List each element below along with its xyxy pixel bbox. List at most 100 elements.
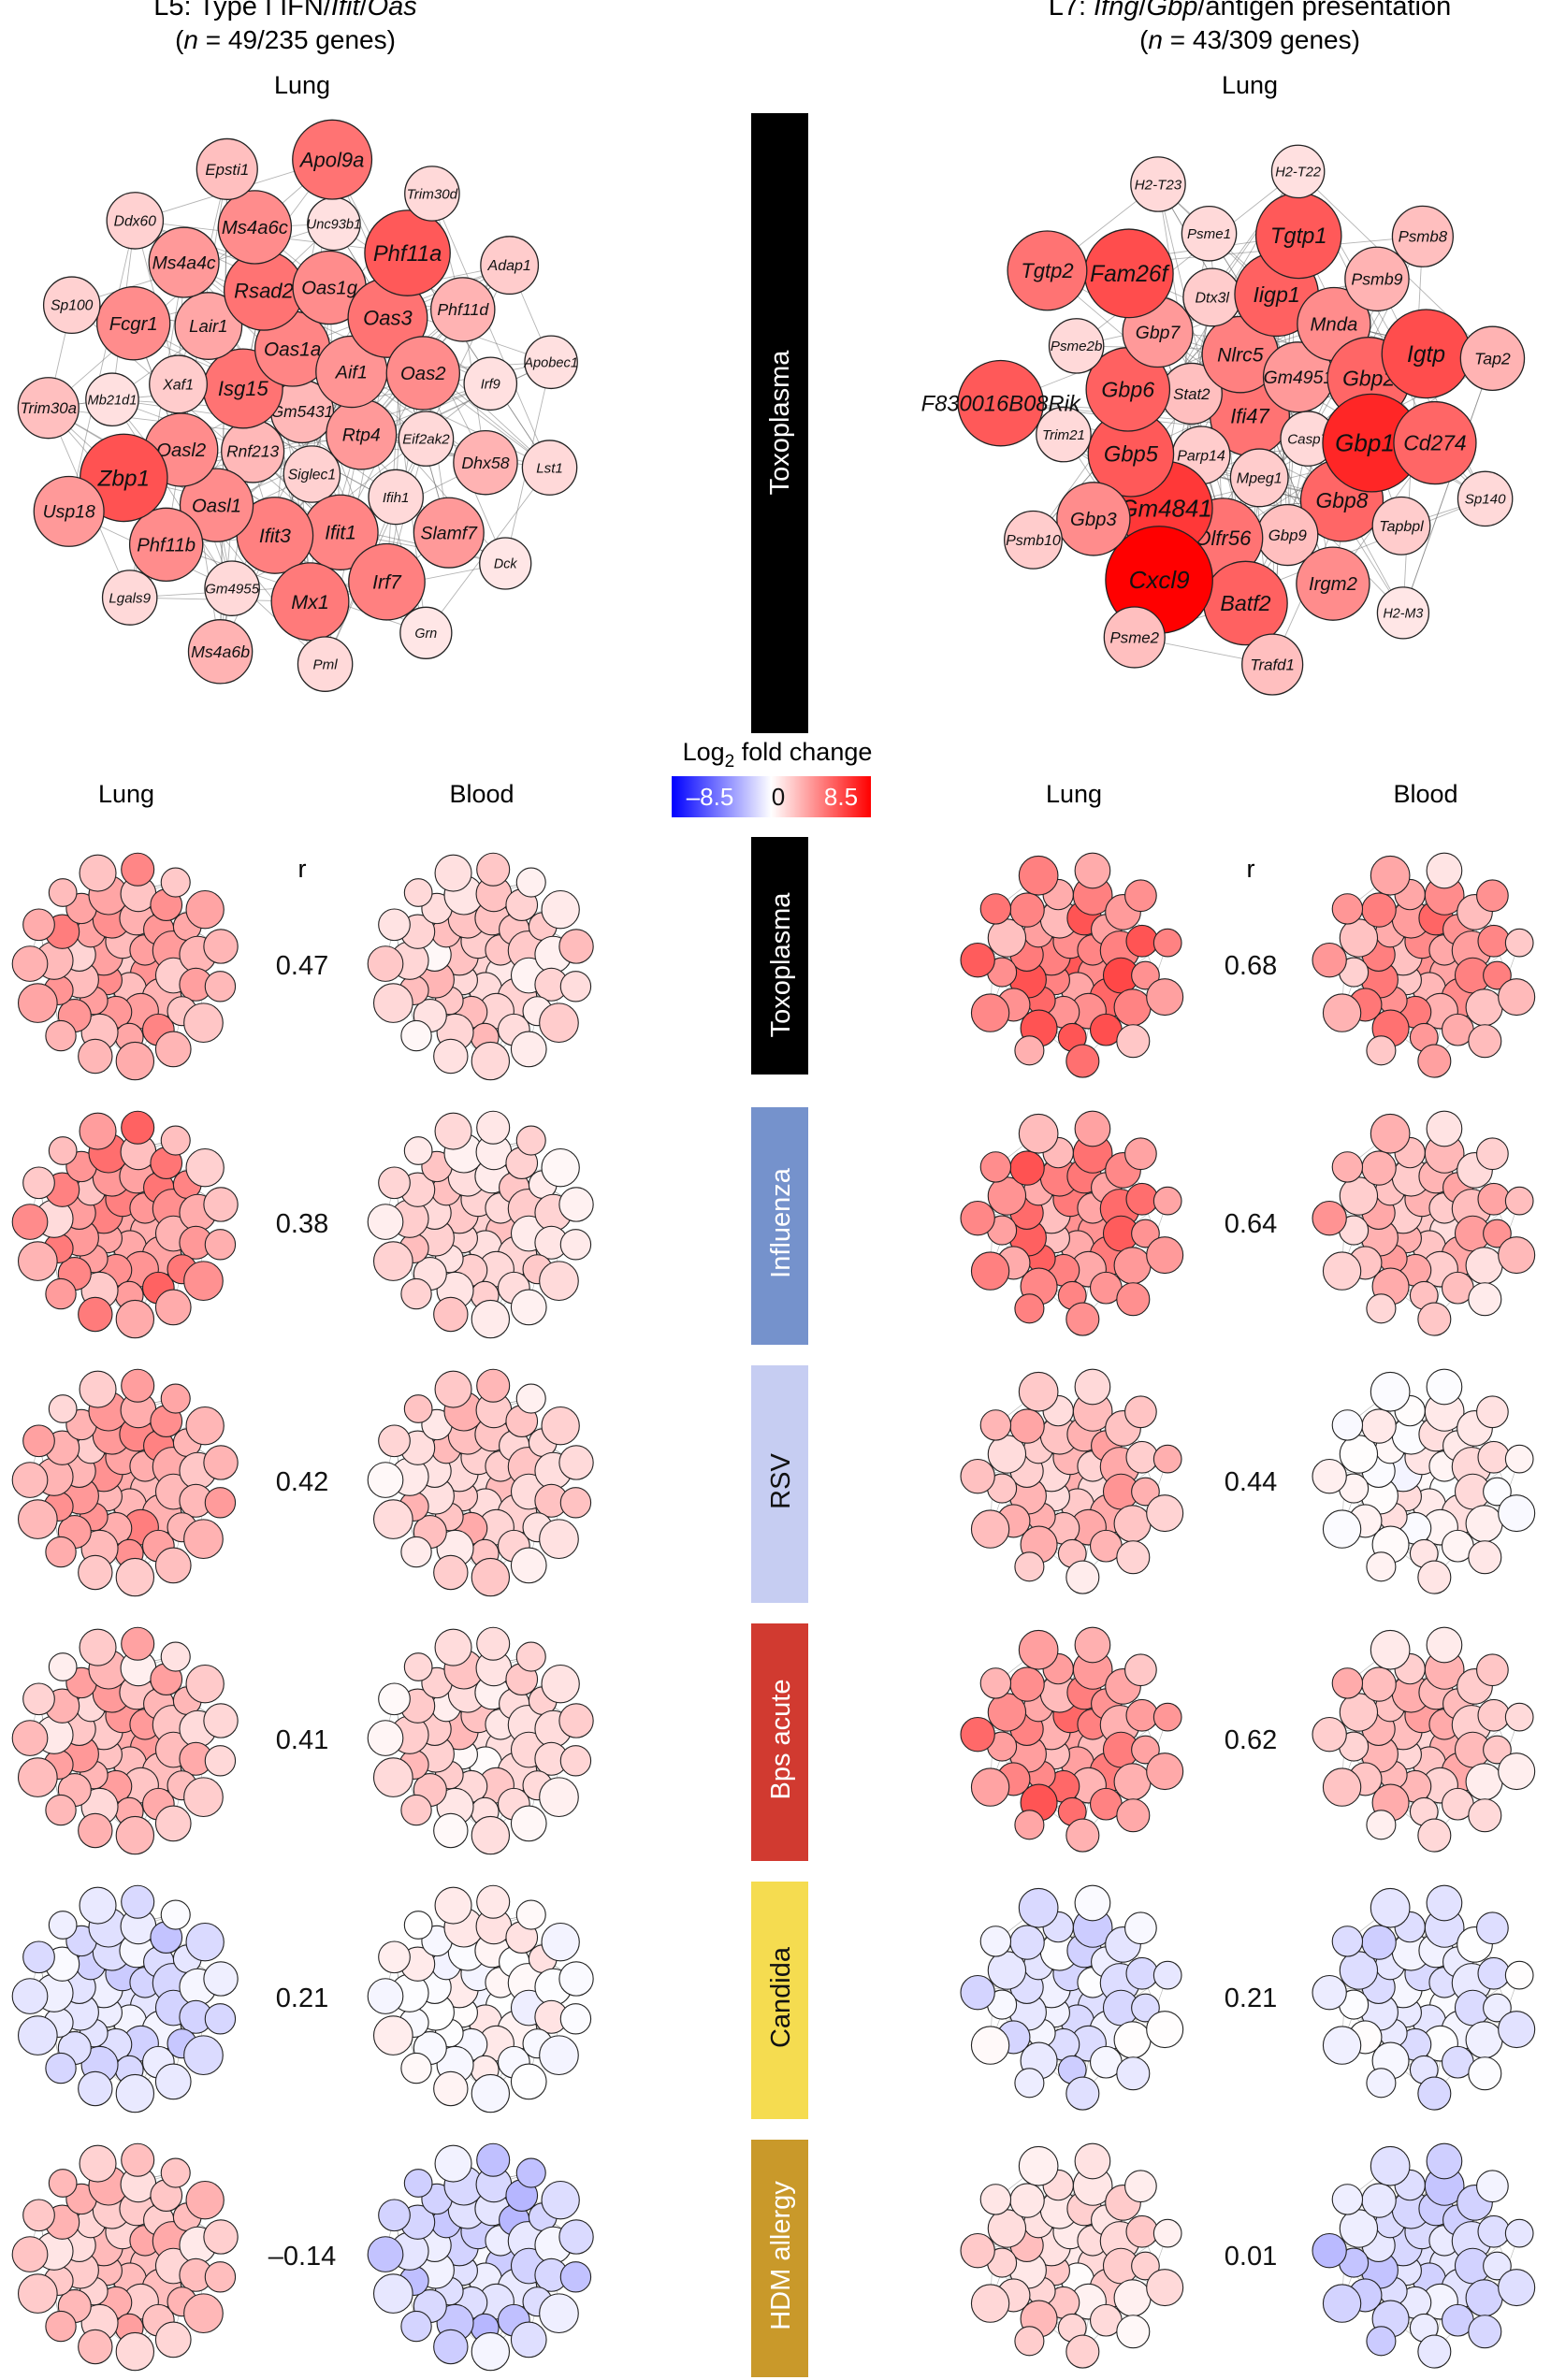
module-l7-title: L7: Ifng/Gbp/antigen presentation: [1049, 0, 1452, 22]
gene-node-circle: [1116, 1540, 1151, 1575]
network-l5-lung-small: [11, 1110, 239, 1339]
network-l5-lung-small-nodes: [11, 1626, 239, 1855]
gene-node-trim30a: [367, 1204, 404, 1240]
gene-label: Ifit1: [325, 523, 356, 544]
gene-node-usp18: Usp18: [33, 475, 105, 547]
gene-node-lst1: [204, 1487, 237, 1519]
gene-node-igtp: [1477, 924, 1511, 958]
gene-node-psmb8: [1124, 1653, 1157, 1687]
gene-node-circle: [79, 1112, 117, 1150]
condition-bar-label: RSV: [766, 1453, 796, 1509]
network-l5-lung-small-nodes: [11, 1368, 239, 1597]
gene-node-adap1: [185, 1406, 225, 1446]
gene-node-circle: [1124, 879, 1157, 913]
gene-node-circle: [1476, 879, 1509, 913]
gene-node-psmb10: [970, 1767, 1010, 1807]
gene-node-ddx60: [403, 1394, 433, 1423]
gene-node-ddx60: [403, 878, 433, 907]
module-l5-count: (n = 49/235 genes): [175, 25, 396, 54]
network-l5-large-edge: [328, 287, 341, 533]
gene-node-sp140: [1146, 978, 1184, 1017]
gene-label: Psme2b: [1051, 339, 1103, 354]
gene-node-fam26f: Fam26f: [1083, 228, 1174, 319]
gene-node-psmb8: [1124, 879, 1157, 913]
gene-node-circle: [541, 889, 580, 930]
gene-node-circle: [1331, 893, 1364, 925]
gene-node-grn: [154, 1805, 192, 1842]
gene-label: Lst1: [536, 460, 563, 476]
gene-node-circle: [121, 1368, 155, 1403]
gene-node-circle: [404, 166, 460, 222]
gene-node-circle: [378, 1682, 411, 1716]
gene-node-h2-t22: [1074, 852, 1111, 889]
gene-node-circle: [79, 854, 117, 892]
gene-node-circle: [1018, 1113, 1059, 1154]
gene-node-ddx60: [48, 1136, 78, 1165]
gene-node-circle: [121, 1110, 155, 1145]
gene-node-circle: [1504, 1186, 1534, 1216]
gene-node-h2-t22: [1074, 1368, 1111, 1406]
gene-node-sp140: [1498, 1494, 1536, 1533]
gene-node-circle: [204, 971, 237, 1002]
gene-label: Gbp6: [1101, 377, 1154, 401]
gene-node-sp100: [378, 1682, 411, 1716]
network-l7-large-edge: [1402, 358, 1493, 613]
condition-bar-label: Influenza: [766, 1167, 796, 1278]
gene-node-pml: [115, 1557, 155, 1597]
gene-label: Xaf1: [162, 377, 194, 393]
gene-node-dck: [183, 1261, 224, 1302]
gene-node-circle: [463, 356, 518, 411]
gene-node-h2-t23: [1018, 1629, 1059, 1670]
correlation-r-l7: 0.44: [1225, 1467, 1277, 1497]
correlation-r-l5: 0.41: [276, 1725, 328, 1755]
gene-node-circle: [45, 1536, 77, 1568]
gene-label: Unc93b1: [307, 218, 362, 233]
gene-node-circle: [203, 1703, 239, 1738]
gene-label: Rnf213: [226, 442, 279, 461]
gene-label: Gbp9: [1268, 526, 1308, 544]
gene-node-tgtp2: [1331, 893, 1364, 925]
gene-node-dck: [539, 1261, 579, 1302]
condition-bar: RSV: [751, 1365, 808, 1603]
gene-node-circle: [559, 1487, 592, 1519]
gene-label: Tap2: [1474, 349, 1511, 368]
gene-node-tapbpl: [1113, 1247, 1152, 1285]
gene-node-sp100: [378, 1424, 411, 1458]
gene-node-adap1: [541, 889, 580, 930]
gene-node-circle: [1124, 1137, 1157, 1171]
condition-bar: Toxoplasma: [751, 837, 808, 1075]
gene-node-trim30a: [11, 1720, 49, 1756]
gene-node-circle: [399, 606, 453, 659]
gene-node-circle: [471, 1041, 511, 1081]
gene-node-epsti1: [79, 1112, 117, 1150]
gene-node-trafd1: [1417, 1560, 1452, 1594]
condition-bar: Bps acute: [751, 1623, 808, 1861]
network-l7-blood-small-nodes: [1312, 1110, 1536, 1336]
gene-node-circle: [348, 542, 426, 621]
gene-label: Ifit3: [259, 526, 291, 547]
gene-label: Oasl1: [192, 496, 241, 516]
gene-node-h2-t22: [1426, 1110, 1463, 1147]
gene-node-phf11a: Phf11a: [364, 209, 451, 296]
gene-node-epsti1: [79, 1628, 117, 1666]
gene-node-circle: [1498, 1494, 1536, 1533]
gene-label: Ifih1: [383, 490, 410, 506]
gene-node-circle: [476, 1368, 511, 1403]
gene-node-f830016b08rik: [960, 1716, 995, 1753]
gene-label: Cxcl9: [1129, 566, 1190, 594]
gene-node-fam26f: [1009, 892, 1045, 928]
gene-node-circle: [539, 1002, 579, 1044]
gene-node-circle: [48, 1652, 78, 1681]
gene-node-f830016b08rik: [1312, 942, 1347, 978]
gene-node-circle: [1322, 1251, 1362, 1291]
gene-node-tapbpl: [1113, 1505, 1152, 1543]
gene-node-circle: [79, 1370, 117, 1408]
gene-label: Parp14: [1177, 448, 1225, 464]
gene-node-fam26f: [1361, 1150, 1397, 1186]
gene-node-tap2: [1504, 1444, 1534, 1474]
gene-node-cd274: Cd274: [1393, 400, 1477, 485]
gene-node-circle: [1014, 1293, 1045, 1324]
network-l5-lung-small: [11, 1626, 239, 1855]
gene-node-gbp3: Gbp3: [1056, 482, 1131, 556]
